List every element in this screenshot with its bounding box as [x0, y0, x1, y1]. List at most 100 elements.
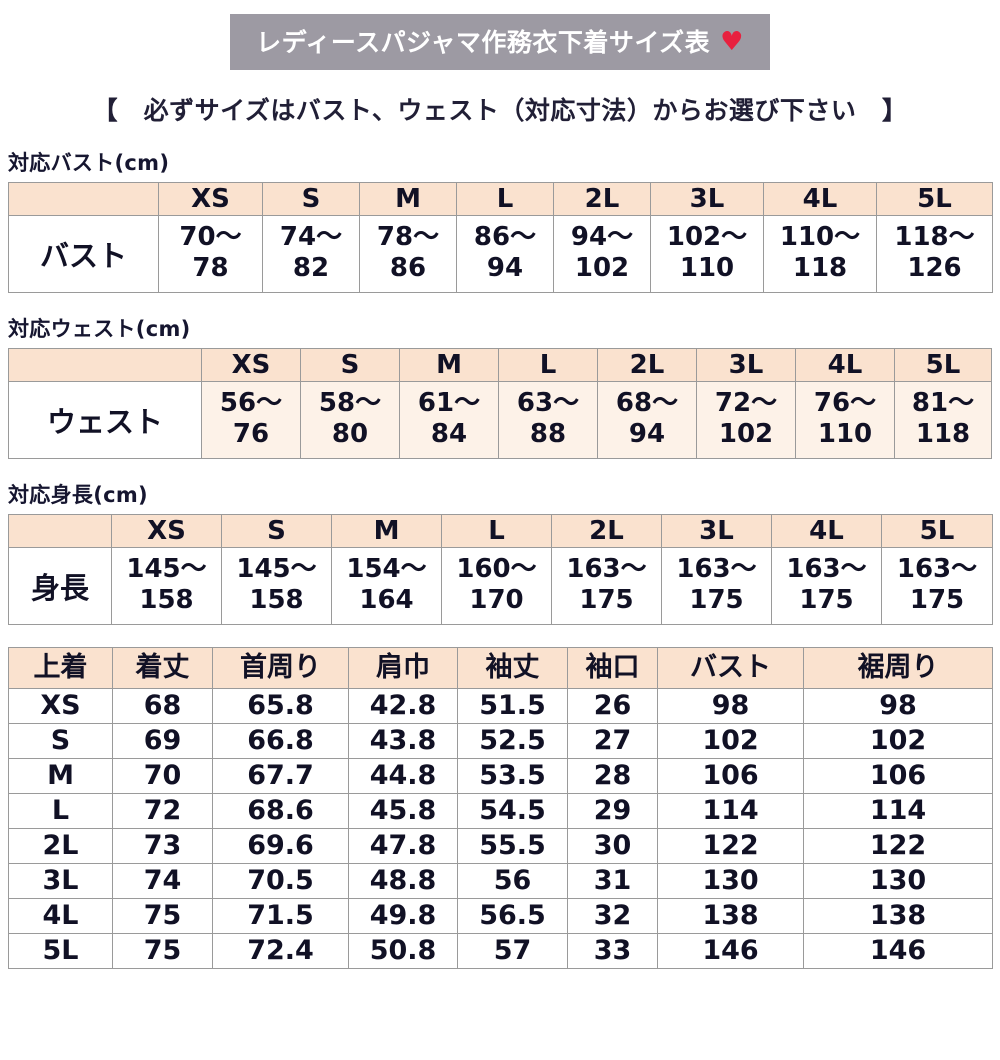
- cell-length: 68: [112, 688, 213, 724]
- title-banner: レディースパジャマ作務衣下着サイズ表 ♥: [230, 14, 770, 70]
- height-value-3l: 163～ 175: [661, 547, 772, 625]
- cell-neck: 66.8: [212, 723, 349, 759]
- bust-value-l: 86～ 94: [456, 215, 554, 293]
- cell-length: 73: [112, 828, 213, 864]
- height-data-row: 身長 145～ 158 145～ 158 154～ 164 160～ 170 1…: [8, 547, 993, 625]
- cell-bust: 138: [657, 898, 804, 934]
- height-header-s: S: [221, 514, 332, 548]
- waist-header-row: XS S M L 2L 3L 4L 5L: [8, 348, 992, 382]
- waist-header-s: S: [300, 348, 400, 382]
- waist-value-3l: 72～ 102: [696, 381, 796, 459]
- bust-value-3l: 102～ 110: [650, 215, 764, 293]
- bust-table-caption: 対応バスト(cm): [8, 151, 170, 175]
- table-row: XS 68 65.8 42.8 51.5 26 98 98: [8, 688, 993, 724]
- waist-table-caption: 対応ウェスト(cm): [8, 317, 191, 341]
- cell-shoulder: 50.8: [348, 933, 458, 969]
- height-value-s: 145～ 158: [221, 547, 332, 625]
- height-value-2l: 163～ 175: [551, 547, 662, 625]
- bust-header-3l: 3L: [650, 182, 764, 216]
- cell-cuff: 30: [567, 828, 658, 864]
- height-value-5l: 163～ 175: [881, 547, 993, 625]
- cell-shoulder: 47.8: [348, 828, 458, 864]
- table-row: 2L 73 69.6 47.8 55.5 30 122 122: [8, 828, 993, 864]
- cell-sleeve-length: 56.5: [457, 898, 568, 934]
- height-row-label: 身長: [8, 547, 112, 625]
- height-header-2l: 2L: [551, 514, 662, 548]
- bust-value-xs: 70～ 78: [158, 215, 263, 293]
- cell-neck: 71.5: [212, 898, 349, 934]
- cell-shoulder: 42.8: [348, 688, 458, 724]
- cell-shoulder: 49.8: [348, 898, 458, 934]
- waist-header-l: L: [498, 348, 598, 382]
- garment-header-shoulder: 肩巾: [348, 647, 458, 689]
- garment-header-sleeve-length: 袖丈: [457, 647, 568, 689]
- banner-title-text: レディースパジャマ作務衣下着サイズ表: [256, 28, 711, 57]
- cell-bust: 146: [657, 933, 804, 969]
- waist-header-3l: 3L: [696, 348, 796, 382]
- table-row: 4L 75 71.5 49.8 56.5 32 138 138: [8, 898, 993, 934]
- cell-cuff: 28: [567, 758, 658, 794]
- height-header-4l: 4L: [771, 514, 882, 548]
- cell-neck: 72.4: [212, 933, 349, 969]
- garment-header-neck: 首周り: [212, 647, 349, 689]
- waist-header-4l: 4L: [795, 348, 895, 382]
- cell-cuff: 32: [567, 898, 658, 934]
- bust-header-m: M: [359, 182, 457, 216]
- garment-header-row: 上着 着丈 首周り 肩巾 袖丈 袖口 バスト 裾周り: [8, 647, 993, 689]
- cell-length: 69: [112, 723, 213, 759]
- waist-header-blank: [8, 348, 202, 382]
- height-header-xs: XS: [111, 514, 222, 548]
- waist-header-xs: XS: [201, 348, 301, 382]
- cell-cuff: 26: [567, 688, 658, 724]
- cell-size: 3L: [8, 863, 113, 899]
- bust-header-blank: [8, 182, 159, 216]
- cell-sleeve-length: 56: [457, 863, 568, 899]
- cell-cuff: 31: [567, 863, 658, 899]
- cell-length: 75: [112, 898, 213, 934]
- waist-value-l: 63～ 88: [498, 381, 598, 459]
- waist-size-table: XS S M L 2L 3L 4L 5L ウェスト 56～ 76 58～ 80 …: [8, 348, 992, 459]
- waist-data-row: ウェスト 56～ 76 58～ 80 61～ 84 63～ 88 68～ 94 …: [8, 381, 992, 459]
- bust-header-row: XS S M L 2L 3L 4L 5L: [8, 182, 993, 216]
- table-row: S 69 66.8 43.8 52.5 27 102 102: [8, 723, 993, 759]
- table-row: L 72 68.6 45.8 54.5 29 114 114: [8, 793, 993, 829]
- bust-header-5l: 5L: [876, 182, 993, 216]
- height-value-l: 160～ 170: [441, 547, 552, 625]
- garment-header-length: 着丈: [112, 647, 213, 689]
- bust-value-4l: 110～ 118: [763, 215, 877, 293]
- bust-size-table: XS S M L 2L 3L 4L 5L バスト 70～ 78 74～ 82 7…: [8, 182, 993, 293]
- waist-header-5l: 5L: [894, 348, 992, 382]
- garment-header-hem: 裾周り: [803, 647, 993, 689]
- garment-measurements-table: 上着 着丈 首周り 肩巾 袖丈 袖口 バスト 裾周り XS 68 65.8 42…: [8, 647, 993, 969]
- table-row: M 70 67.7 44.8 53.5 28 106 106: [8, 758, 993, 794]
- height-size-table: XS S M L 2L 3L 4L 5L 身長 145～ 158 145～ 15…: [8, 514, 993, 625]
- waist-header-2l: 2L: [597, 348, 697, 382]
- cell-length: 75: [112, 933, 213, 969]
- cell-bust: 98: [657, 688, 804, 724]
- cell-neck: 69.6: [212, 828, 349, 864]
- waist-header-m: M: [399, 348, 499, 382]
- instruction-text: 【 必ずサイズはバスト、ウェスト（対応寸法）からお選び下さい 】: [92, 96, 908, 125]
- cell-size: S: [8, 723, 113, 759]
- cell-bust: 114: [657, 793, 804, 829]
- cell-size: 5L: [8, 933, 113, 969]
- garment-header-bust: バスト: [657, 647, 804, 689]
- garment-header-cuff: 袖口: [567, 647, 658, 689]
- bust-header-xs: XS: [158, 182, 263, 216]
- cell-size: 4L: [8, 898, 113, 934]
- height-header-m: M: [331, 514, 442, 548]
- height-header-3l: 3L: [661, 514, 772, 548]
- title-banner-container: レディースパジャマ作務衣下着サイズ表 ♥: [0, 0, 1000, 70]
- cell-size: XS: [8, 688, 113, 724]
- height-header-blank: [8, 514, 112, 548]
- waist-value-xs: 56～ 76: [201, 381, 301, 459]
- cell-sleeve-length: 51.5: [457, 688, 568, 724]
- height-value-m: 154～ 164: [331, 547, 442, 625]
- cell-sleeve-length: 57: [457, 933, 568, 969]
- cell-bust: 122: [657, 828, 804, 864]
- table-row: 3L 74 70.5 48.8 56 31 130 130: [8, 863, 993, 899]
- bust-header-2l: 2L: [553, 182, 651, 216]
- cell-length: 74: [112, 863, 213, 899]
- bust-value-m: 78～ 86: [359, 215, 457, 293]
- cell-hem: 114: [803, 793, 993, 829]
